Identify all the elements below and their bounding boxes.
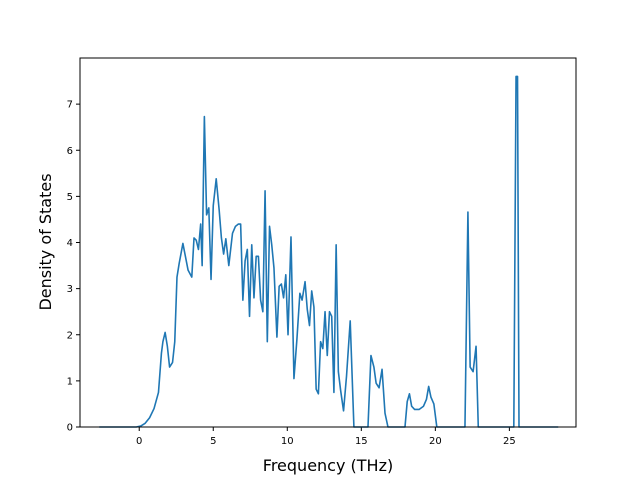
x-tick-label: 25 [503,436,516,447]
y-tick-label: 1 [67,376,73,387]
y-tick-label: 6 [67,146,73,157]
y-tick-label: 3 [67,284,73,295]
y-tick-label: 5 [67,192,73,203]
y-tick-label: 2 [67,330,73,341]
x-tick-label: 0 [136,436,142,447]
x-tick-label: 20 [429,436,442,447]
y-tick-label: 4 [67,238,73,249]
y-axis-label: Density of States [36,173,55,310]
axis-ticks: 0 5 10 15 20 25 0 1 2 3 4 5 6 7 [67,100,516,447]
y-tick-label: 0 [67,423,73,434]
x-tick-label: 5 [210,436,216,447]
x-tick-label: 10 [281,436,294,447]
series-line [99,75,559,428]
x-axis-label: Frequency (THz) [263,456,393,475]
plot-frame [79,57,577,428]
y-tick-label: 7 [67,100,73,111]
x-tick-label: 15 [355,436,368,447]
